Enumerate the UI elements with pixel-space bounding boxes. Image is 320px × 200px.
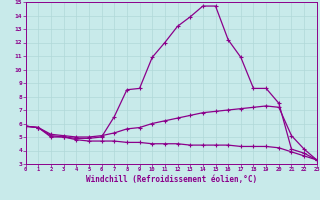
X-axis label: Windchill (Refroidissement éolien,°C): Windchill (Refroidissement éolien,°C) (86, 175, 257, 184)
